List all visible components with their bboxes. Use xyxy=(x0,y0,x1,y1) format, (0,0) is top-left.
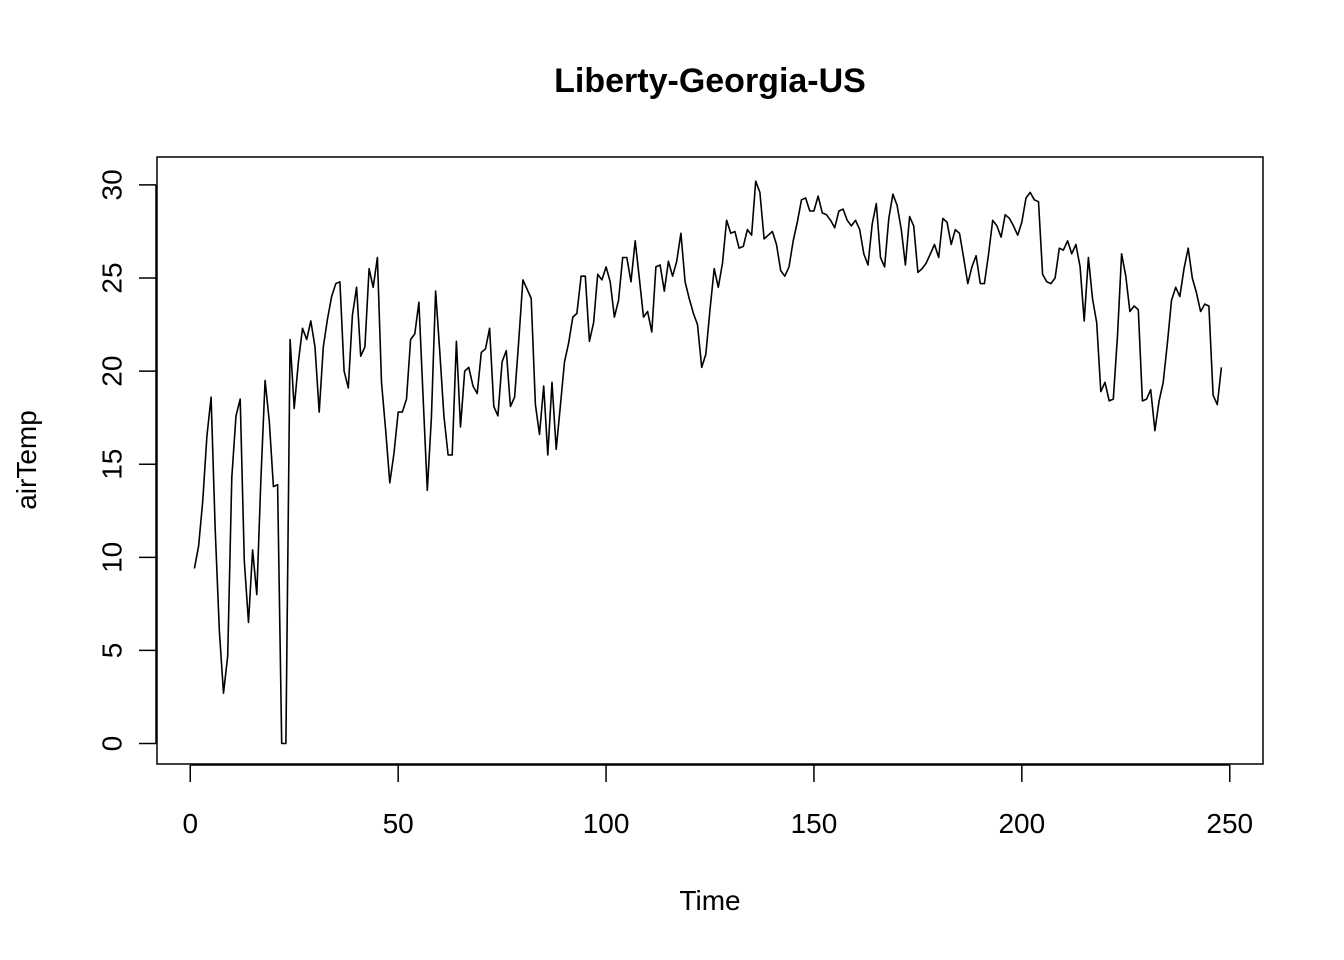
plot-frame xyxy=(156,156,1264,765)
x-axis: 0 50 100 150 200 250 xyxy=(182,764,1253,839)
y-tick-label: 20 xyxy=(97,356,128,387)
y-axis: 0 5 10 15 20 25 30 xyxy=(97,169,157,751)
y-axis-label: airTemp xyxy=(11,410,42,510)
x-tick-label: 50 xyxy=(383,808,414,839)
x-tick-label: 250 xyxy=(1206,808,1253,839)
y-tick-label: 15 xyxy=(97,449,128,480)
chart-title: Liberty-Georgia-US xyxy=(554,62,866,100)
x-tick-label: 0 xyxy=(182,808,198,839)
y-tick-label: 5 xyxy=(97,643,128,659)
series-line xyxy=(193,180,1223,745)
x-tick-label: 150 xyxy=(791,808,838,839)
x-axis-label: Time xyxy=(679,885,740,916)
y-tick-label: 0 xyxy=(97,736,128,752)
y-tick-label: 10 xyxy=(97,542,128,573)
y-tick-label: 30 xyxy=(97,169,128,200)
y-tick-label: 25 xyxy=(97,262,128,293)
x-tick-label: 100 xyxy=(583,808,630,839)
x-tick-label: 200 xyxy=(998,808,1045,839)
